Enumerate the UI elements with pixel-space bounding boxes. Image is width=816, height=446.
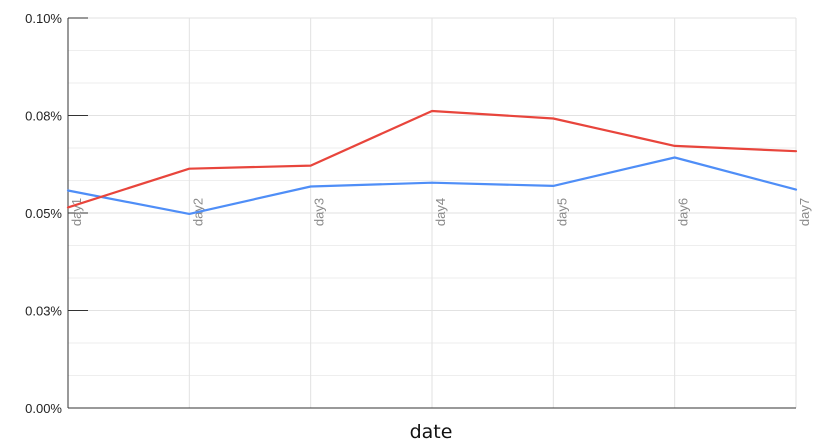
series-line-2 [66, 109, 798, 209]
x-tick-label: day6 [676, 198, 691, 226]
y-tick-label: 0.05% [25, 206, 62, 221]
x-tick-label: day3 [312, 198, 327, 226]
series-line-1 [66, 156, 798, 215]
series-lines [66, 109, 798, 215]
x-tick-label: day4 [433, 198, 448, 226]
x-axis-label: date [410, 421, 453, 443]
y-tick-label: 0.00% [25, 401, 62, 416]
y-tick-label: 0.08% [25, 109, 62, 124]
y-tick-label: 0.03% [25, 304, 62, 319]
y-tick-labels: 0.00% 0.03% 0.05% 0.08% 0.10% [25, 11, 62, 416]
axes [67, 17, 796, 409]
x-tick-label: day7 [797, 198, 812, 226]
x-tick-label: day5 [554, 198, 569, 226]
y-tick-label: 0.10% [25, 11, 62, 26]
